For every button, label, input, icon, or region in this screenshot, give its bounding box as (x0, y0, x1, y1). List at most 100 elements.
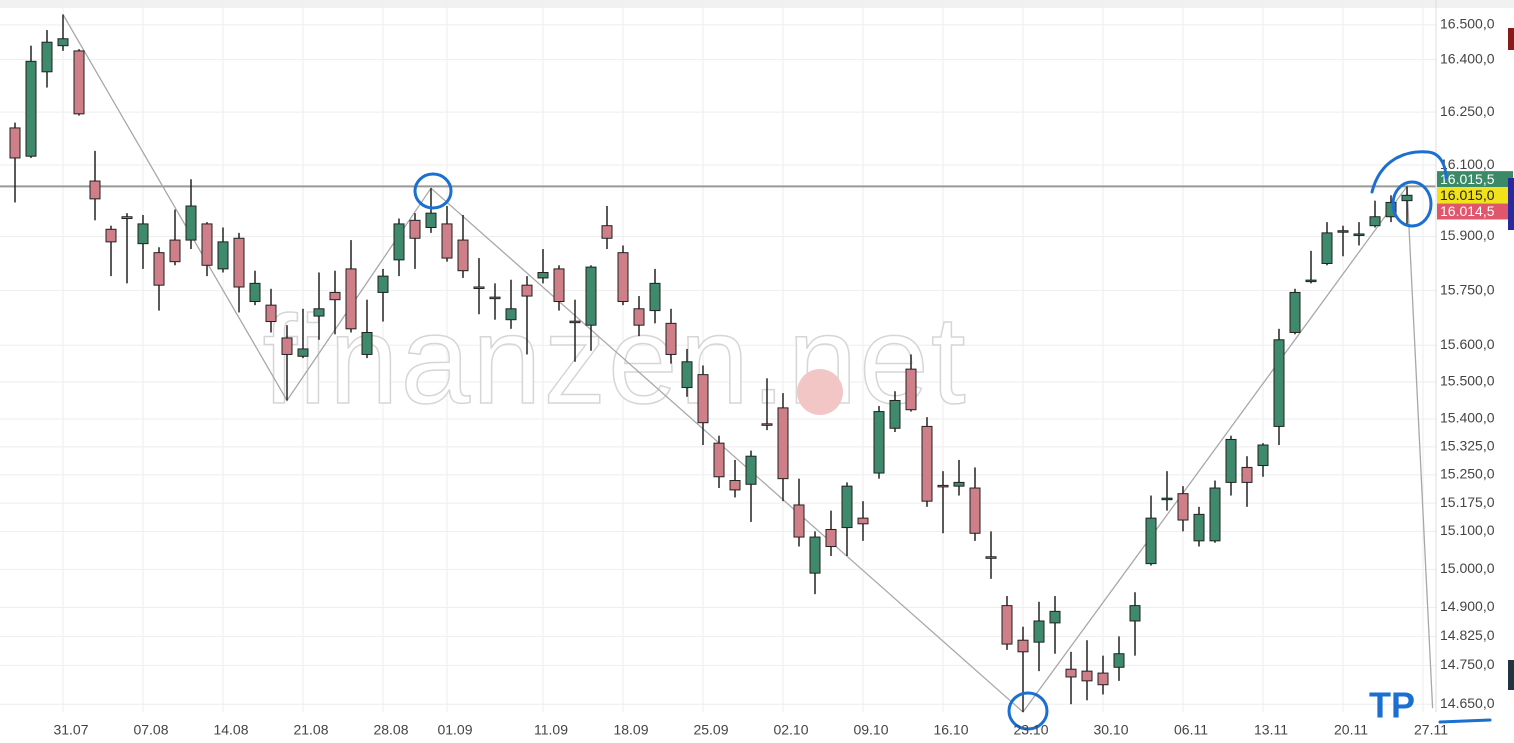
x-tick-label: 07.08 (133, 722, 168, 738)
x-tick-label: 27.11 (1414, 722, 1448, 738)
candle-body (1177, 493, 1189, 521)
candle-body (1321, 232, 1333, 264)
candle-body (745, 455, 757, 485)
x-tick-label: 25.09 (693, 722, 728, 738)
price-tag-label: 16.014,5 (1440, 203, 1495, 219)
y-tick-label: 15.900,0 (1440, 227, 1495, 243)
price-tag (1437, 187, 1513, 204)
candle-body (249, 282, 261, 303)
x-tick-label: 01.09 (437, 722, 472, 738)
candle-body (1145, 517, 1157, 565)
candle-body (1273, 339, 1285, 427)
candle-body (73, 50, 85, 115)
candle-body (1305, 279, 1317, 283)
candle-body (345, 268, 357, 330)
x-tick-label: 02.10 (773, 722, 808, 738)
annotation-text: TP (1369, 685, 1415, 726)
candle-body (601, 225, 613, 239)
x-tick-label: 16.10 (933, 722, 968, 738)
zigzag-line (62, 14, 1434, 713)
candle-body (665, 322, 677, 355)
x-tick-label: 11.09 (534, 722, 568, 738)
x-tick-label: 30.10 (1093, 722, 1128, 738)
watermark-group: finanzen.net (262, 290, 967, 431)
y-tick-label: 15.750,0 (1440, 281, 1495, 297)
y-tick-label: 15.500,0 (1440, 373, 1495, 389)
candle-body (809, 536, 821, 574)
candle-body (153, 252, 165, 286)
candle-body (457, 239, 469, 272)
candle-body (569, 320, 581, 324)
candle-body (105, 228, 117, 243)
candle-body (425, 212, 437, 228)
candle-body (1353, 233, 1365, 236)
candle-body (393, 223, 405, 261)
candle-body (1017, 639, 1029, 653)
candle-body (713, 442, 725, 478)
candle-body (1241, 466, 1253, 483)
candle-body (233, 237, 245, 288)
candle-body (1001, 605, 1013, 645)
candle-body (297, 348, 309, 357)
candle-body (953, 481, 965, 487)
candle-body (1225, 438, 1237, 483)
candle-body (1385, 201, 1397, 218)
candle-body (985, 556, 997, 559)
plot (0, 14, 1436, 713)
hand-annotations (413, 150, 1492, 731)
watermark-dot (797, 369, 843, 415)
candle-body (761, 423, 773, 426)
candle-body (649, 282, 661, 312)
candle-body (377, 275, 389, 293)
y-tick-label: 14.650,0 (1440, 695, 1495, 711)
arc-mark (1370, 150, 1448, 194)
price-tag-label: 16.015,5 (1440, 171, 1495, 187)
edge-marker (1508, 28, 1514, 50)
candle-body (937, 484, 949, 488)
candle-body (265, 304, 277, 323)
x-tick-label: 31.07 (53, 722, 88, 738)
top-strip (0, 0, 1514, 8)
x-tick-label: 21.08 (293, 722, 328, 738)
candle-body (905, 368, 917, 411)
y-tick-label: 14.750,0 (1440, 656, 1495, 672)
candle-body (697, 374, 709, 424)
candle-body (553, 268, 565, 303)
x-tick-label: 14.08 (213, 722, 248, 738)
candle-body (1113, 653, 1125, 668)
candle-body (89, 180, 101, 200)
candle-body (185, 205, 197, 241)
candle-body (473, 286, 485, 289)
candle-body (313, 308, 325, 317)
candle-body (841, 485, 853, 529)
candle-body (281, 337, 293, 355)
candle-body (1209, 487, 1221, 542)
y-tick-label: 14.825,0 (1440, 627, 1495, 643)
candle-body (825, 528, 837, 548)
edge-marker (1508, 660, 1514, 690)
candle-body (489, 296, 501, 300)
candle-body (729, 480, 741, 491)
candle-body (1369, 216, 1381, 227)
y-tick-label: 14.900,0 (1440, 598, 1495, 614)
underline-mark (1438, 718, 1492, 724)
candle-body (41, 41, 53, 73)
y-tick-label: 15.000,0 (1440, 560, 1495, 576)
candle-body (777, 407, 789, 480)
candle-body (1337, 230, 1349, 233)
y-tick-label: 16.100,0 (1440, 156, 1495, 172)
candle-body (1193, 513, 1205, 542)
x-tick-label: 09.10 (853, 722, 888, 738)
candle-body (585, 266, 597, 326)
candle-body (409, 219, 421, 239)
candle-body (1081, 670, 1093, 682)
x-tick-label: 13.11 (1254, 722, 1288, 738)
candle-body (1049, 610, 1061, 624)
candle-body (25, 60, 37, 157)
x-tick-label: 18.09 (613, 722, 648, 738)
y-tick-label: 15.400,0 (1440, 410, 1495, 426)
y-tick-label: 16.500,0 (1440, 16, 1495, 32)
price-tag (1437, 203, 1513, 220)
